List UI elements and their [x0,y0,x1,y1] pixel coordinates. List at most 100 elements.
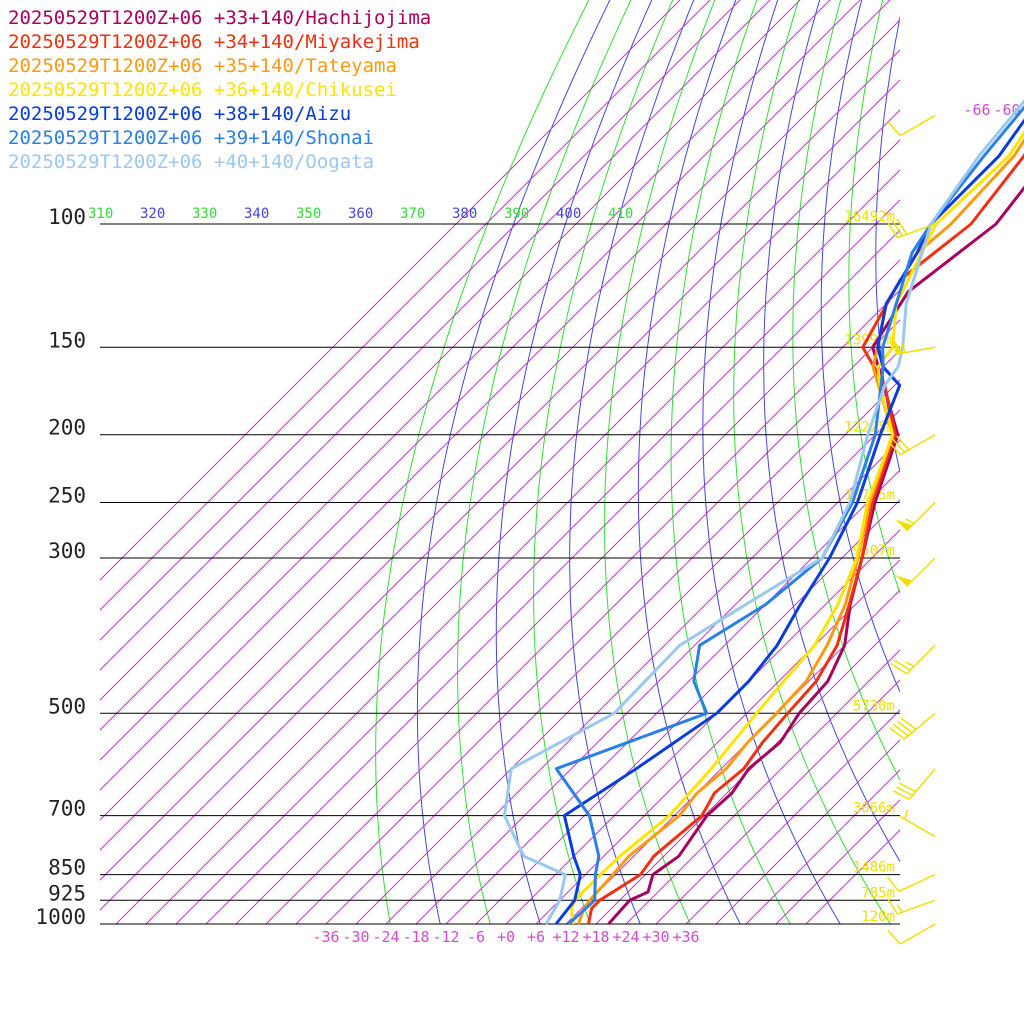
wind-barb-shaft [899,815,936,838]
pressure-tick-label: 1000 [35,905,86,929]
temperature-tick-label: +24 [612,928,639,946]
isotherm-line [100,0,711,611]
wind-barb-flag [887,121,901,137]
wind-barb-pennant [892,338,904,355]
isotherm-line [100,0,681,581]
temperature-tick-label: -6 [467,928,485,946]
isotherm-line [235,259,900,924]
wind-barb [892,768,936,801]
isotherm-label: -66 [963,101,990,119]
wind-barb-flag [892,790,910,801]
wind-barb-flag [886,876,900,892]
height-label: 785m [861,885,895,901]
pressure-tick-label: 925 [48,881,86,905]
temperature-tick-label: -30 [342,928,369,946]
isotherm-line [655,679,900,924]
theta-label: 320 [140,206,165,222]
wind-barb-shaft [897,899,936,915]
temperature-tick-label: +0 [497,928,515,946]
wind-barb-shaft [898,873,936,893]
isotherm-line [715,739,900,924]
temperature-tick-label: -12 [432,928,459,946]
isotherm-line [100,0,741,641]
wind-barb-flag [887,929,901,945]
isotherm-line [565,589,900,924]
isotherm-line [325,349,900,924]
wind-barb-flag [890,663,908,675]
legend-entry: 20250529T1200Z+06 +39+140/Shonai [8,127,375,149]
isotherm-line [625,649,900,924]
theta-label: 310 [88,206,113,222]
wind-barbs [886,114,936,945]
wind-barb-flag [896,218,908,235]
legend-entry: 20250529T1200Z+06 +40+140/Oogata [8,151,375,173]
wind-barb-halfflag [901,343,907,353]
wind-barb-halfflag [896,904,903,913]
pressure-tick-label: 850 [48,856,86,880]
wind-barb-halfflag [905,518,915,525]
isotherm-line [205,229,900,924]
wind-barb-flag [900,717,917,730]
isotherm-line [100,0,861,761]
height-label: 16492m [844,209,895,225]
wind-barb-shaft [906,502,936,532]
legend: 20250529T1200Z+06 +33+140/Hachijojima 202… [8,6,431,174]
theta-line [375,0,590,924]
wind-barb-flag [896,435,910,451]
temperature-tick-label: -24 [372,928,399,946]
height-label: 3066m [853,801,895,817]
wind-barb-flag [886,221,899,239]
wind-barb [887,434,936,456]
wind-barb-shaft [897,223,936,239]
sounding-profiles [502,99,1024,926]
isotherm-line [355,379,900,924]
height-label: 120m [861,909,895,925]
legend-entry: 20250529T1200Z+06 +38+140/Aizu [8,103,352,125]
height-label: 1486m [853,860,895,876]
wind-barb [887,114,936,137]
isotherm-line [100,0,801,701]
isotherm-line [265,289,900,924]
isotherm-line [685,709,900,924]
pressure-tick-label: 700 [48,797,86,821]
isotherm-line [505,529,900,924]
wind-barb-flag [891,438,906,453]
isotherm-line [595,619,900,924]
dry-adiabats [375,0,900,924]
isotherm-line [475,499,900,924]
sounding-line [554,105,1024,926]
isotherm-line [100,0,771,671]
wind-barb [895,557,936,587]
wind-barb-flag [896,720,913,734]
isotherm-line [775,799,900,924]
pressure-tick-label: 300 [48,539,86,563]
isotherm-line [745,769,900,924]
pressure-tick-label: 150 [48,328,86,352]
theta-label: 400 [556,206,581,222]
wind-barb [887,923,936,945]
wind-barb-flag [889,727,905,740]
wind-barb [886,218,936,239]
theta-line [416,0,611,924]
pressure-tick-label: 500 [48,694,86,718]
wind-barb [890,644,936,675]
temperature-tick-label: +36 [672,928,699,946]
isotherm-line [100,0,891,791]
theta-line [457,0,632,924]
sounding-line [577,137,1024,925]
sounding-line [607,185,1024,926]
wind-barb-shaft [903,712,936,740]
legend-entry: 20250529T1200Z+06 +35+140/Tateyama [8,55,397,77]
pressure-tick-label: 250 [48,484,86,508]
wind-barb [895,502,936,532]
sounding-line [502,99,1024,925]
wind-barb [889,712,936,740]
wind-barb [899,810,936,838]
isotherm-line [100,49,900,851]
legend-entry: 20250529T1200Z+06 +36+140/Chikusei [8,79,397,101]
wind-barb-halfflag [903,810,909,820]
isotherm-line [415,439,900,924]
theta-line [733,0,891,924]
